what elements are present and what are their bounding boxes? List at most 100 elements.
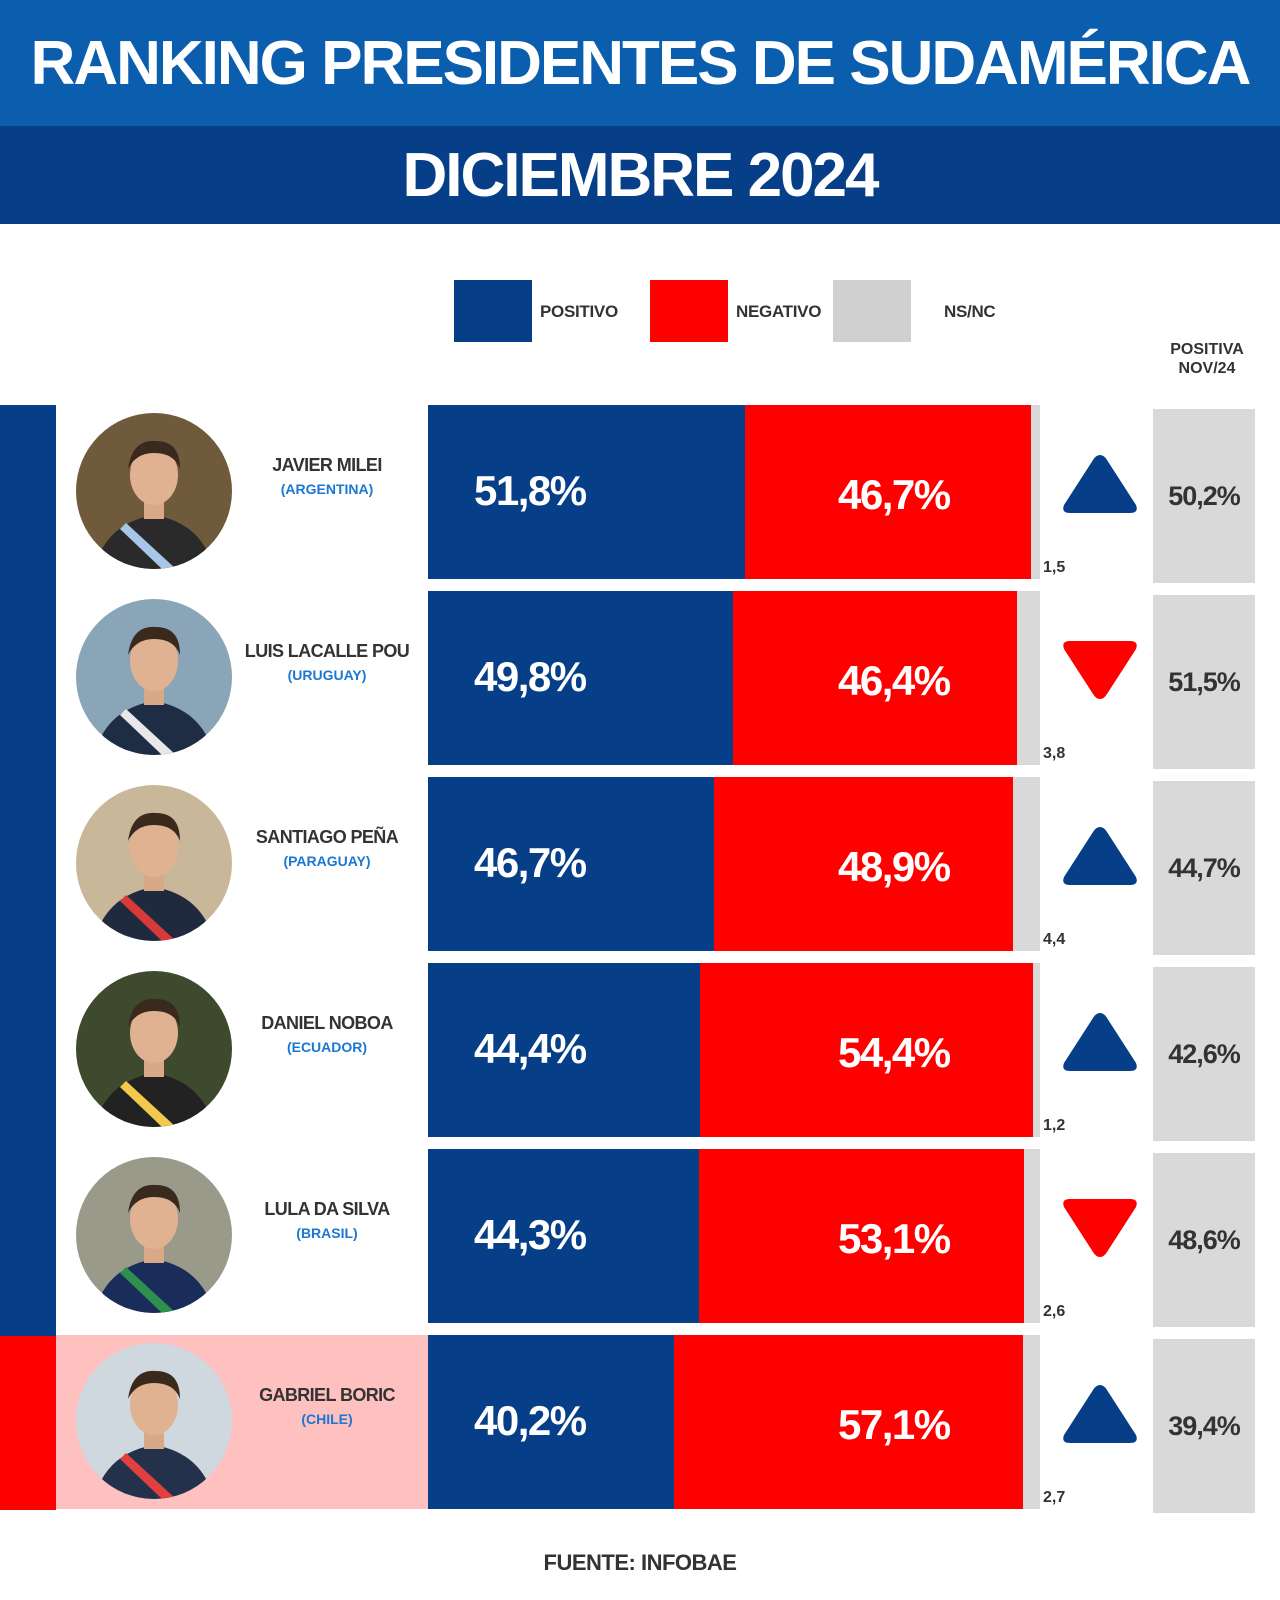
bar-label-negativo: 53,1% [838,1215,951,1262]
legend: POSITIVO NEGATIVO NS/NC [0,280,1280,344]
president-row: LUIS LACALLE POU (URUGUAY) 49,8% 46,4% 3,8 51… [0,591,1280,769]
president-name: JAVIER MILEI [272,455,382,475]
bar-segment-nsnc [1023,1335,1040,1509]
bar-segment-positivo [428,963,700,1137]
bar-segment-positivo [428,405,746,579]
previous-positive-value: 50,2% [1168,480,1241,511]
president-name: SANTIAGO PEÑA [255,827,399,847]
president-row: JAVIER MILEI (ARGENTINA) 51,8% 46,7% 1,5 50,2… [0,405,1280,583]
president-name-block: JAVIER MILEI (ARGENTINA) [232,455,422,497]
triangle-up-icon [1060,1381,1140,1447]
legend-swatch-nsnc [833,280,911,342]
bar-label-positivo: 40,2% [474,1397,587,1444]
bar-label-negativo: 48,9% [838,843,951,890]
page-subtitle: DICIEMBRE 2024 [402,140,879,210]
bar-segment-negativo [674,1335,1024,1509]
president-photo [76,1157,232,1313]
previous-header-line2: NOV/24 [1178,360,1236,377]
bar-segment-nsnc [1024,1149,1040,1323]
legend-label-nsnc: NS/NC [944,302,996,321]
president-name-block: SANTIAGO PEÑA (PARAGUAY) [232,827,422,869]
header-title-band: RANKING PRESIDENTES DE SUDAMÉRICA [0,0,1280,126]
president-photo [76,785,232,941]
previous-positive-box: 39,4% [1153,1339,1255,1513]
legend-label-negativo: NEGATIVO [736,302,822,321]
previous-positive-box: 44,7% [1153,781,1255,955]
bar-segment-negativo [745,405,1031,579]
previous-positive-box: 42,6% [1153,967,1255,1141]
stacked-bar: 51,8% 46,7% [428,405,1040,579]
triangle-down-icon [1060,1195,1140,1261]
previous-positive-box: 51,5% [1153,595,1255,769]
bar-segment-nsnc [1030,405,1040,579]
legend-swatch-negativo [650,280,728,342]
president-row: LULA DA SILVA (BRASIL) 44,3% 53,1% 2,6 48,6% [0,1149,1280,1327]
previous-header-line1: POSITIVA [1170,341,1244,358]
previous-positive-value: 51,5% [1168,666,1241,697]
source-note: FUENTE: INFOBAE [543,1550,737,1575]
side-stripe-blue [0,405,56,1336]
legend-label-positivo: POSITIVO [540,302,618,321]
triangle-up-icon [1060,451,1140,517]
president-photo [76,1343,232,1499]
president-row: GABRIEL BORIC (CHILE) 40,2% 57,1% 2,7 39,4% [0,1335,1280,1513]
previous-positive-box: 50,2% [1153,409,1255,583]
bar-segment-negativo [699,963,1033,1137]
president-name-block: GABRIEL BORIC (CHILE) [232,1385,422,1427]
president-name: GABRIEL BORIC [259,1385,395,1405]
stacked-bar: 44,4% 54,4% [428,963,1040,1137]
bar-segment-positivo [428,1335,675,1509]
bar-label-positivo: 49,8% [474,653,587,700]
president-name-block: DANIEL NOBOA (ECUADOR) [232,1013,422,1055]
stacked-bar: 44,3% 53,1% [428,1149,1040,1323]
bar-label-negativo: 57,1% [838,1401,951,1448]
president-photo [76,599,232,755]
stacked-bar: 49,8% 46,4% [428,591,1040,765]
bar-segment-nsnc [1016,591,1040,765]
bar-label-nsnc: 1,5 [1043,559,1066,576]
president-row: SANTIAGO PEÑA (PARAGUAY) 46,7% 48,9% 4,4 44,7… [0,777,1280,955]
bar-label-negativo: 54,4% [838,1029,951,1076]
president-name-block: LUIS LACALLE POU (URUGUAY) [232,641,422,683]
bar-segment-negativo [713,777,1014,951]
triangle-down-icon [1060,637,1140,703]
bar-label-nsnc: 2,7 [1043,1489,1066,1506]
bar-label-positivo: 44,4% [474,1025,587,1072]
president-name-block: LULA DA SILVA (BRASIL) [232,1199,422,1241]
president-row: DANIEL NOBOA (ECUADOR) 44,4% 54,4% 1,2 42,6% [0,963,1280,1141]
bar-label-positivo: 44,3% [474,1211,587,1258]
bar-label-positivo: 51,8% [474,467,587,514]
president-photo [76,413,232,569]
president-country: (ECUADOR) [286,1039,368,1055]
bar-label-negativo: 46,7% [838,471,951,518]
stacked-bar: 40,2% 57,1% [428,1335,1040,1509]
bar-label-nsnc: 3,8 [1043,745,1066,762]
previous-positive-value: 44,7% [1168,852,1241,883]
president-name: LUIS LACALLE POU [244,641,410,661]
triangle-up-icon [1060,823,1140,889]
side-stripe-red [0,1336,56,1510]
previous-positive-value: 48,6% [1168,1224,1241,1255]
bar-segment-positivo [428,591,733,765]
president-name: LULA DA SILVA [264,1199,390,1219]
president-name: DANIEL NOBOA [261,1013,393,1033]
previous-column-header: POSITIVA NOV/24 [1155,340,1259,378]
bar-segment-positivo [428,777,714,951]
previous-positive-box: 48,6% [1153,1153,1255,1327]
previous-positive-value: 42,6% [1168,1038,1241,1069]
stacked-bar: 46,7% 48,9% [428,777,1040,951]
bar-label-nsnc: 4,4 [1043,931,1066,948]
bar-label-negativo: 46,4% [838,657,951,704]
president-photo [76,971,232,1127]
president-country: (BRASIL) [296,1225,358,1241]
bar-label-nsnc: 2,6 [1043,1303,1066,1320]
previous-positive-value: 39,4% [1168,1410,1241,1441]
bar-segment-positivo [428,1149,700,1323]
triangle-up-icon [1060,1009,1140,1075]
bar-segment-negativo [699,1149,1025,1323]
page-title: RANKING PRESIDENTES DE SUDAMÉRICA [30,28,1252,98]
president-country: (URUGUAY) [287,667,367,683]
bar-segment-nsnc [1013,777,1040,951]
president-country: (PARAGUAY) [283,853,371,869]
president-country: (ARGENTINA) [280,481,374,497]
